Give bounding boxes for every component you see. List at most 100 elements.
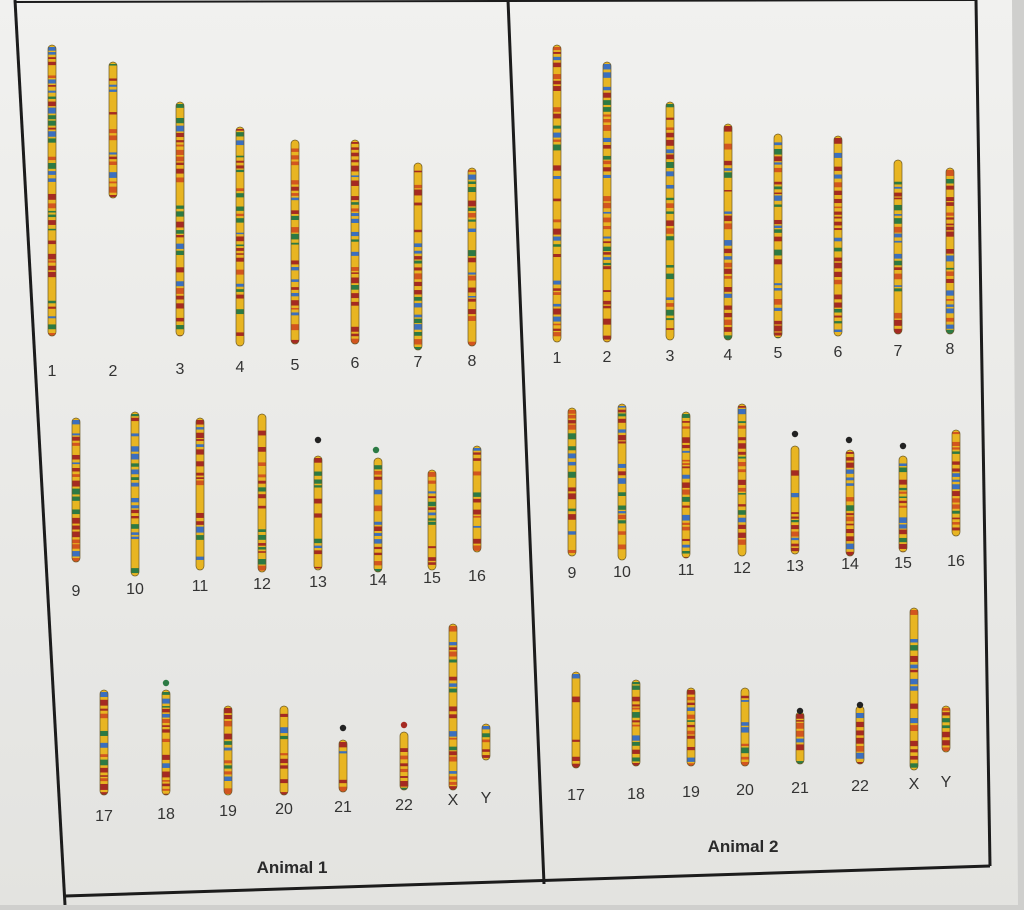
band [72, 442, 80, 446]
band [224, 771, 232, 775]
band [568, 414, 576, 419]
band [176, 230, 184, 234]
band [553, 47, 561, 51]
band [603, 305, 611, 309]
chromosome-label: 18 [627, 786, 645, 803]
band [946, 278, 954, 283]
band [666, 236, 674, 241]
chromosome-outline [833, 135, 843, 337]
band [952, 527, 960, 531]
band [400, 787, 408, 790]
chromosome-6: 6 [833, 135, 843, 361]
band [856, 746, 864, 752]
band [428, 512, 436, 516]
band [894, 226, 902, 233]
band [603, 246, 611, 252]
band [618, 499, 626, 504]
chromosome-19: 19 [219, 705, 237, 820]
band [568, 480, 576, 485]
band [899, 487, 907, 491]
band [846, 551, 854, 556]
band [724, 268, 732, 274]
band [48, 52, 56, 55]
band [280, 718, 288, 724]
band [894, 186, 902, 189]
chromosome-label: 20 [275, 801, 293, 818]
band [952, 479, 960, 482]
band [176, 325, 184, 330]
band [687, 696, 695, 701]
band [603, 119, 611, 123]
band [952, 457, 960, 460]
band [682, 426, 690, 429]
band [291, 227, 299, 233]
band [618, 538, 626, 543]
band [449, 781, 457, 785]
band [741, 712, 749, 719]
chromosome-bands [131, 412, 139, 576]
band [724, 138, 732, 141]
band [568, 501, 576, 505]
band [109, 129, 117, 134]
band [236, 169, 244, 173]
chromosome-bands [196, 418, 204, 570]
band [131, 516, 139, 519]
band [449, 731, 457, 737]
band [568, 522, 576, 529]
band [48, 294, 56, 299]
band [428, 528, 436, 531]
band [791, 454, 799, 459]
band [428, 567, 436, 570]
band [449, 699, 457, 705]
band [314, 538, 322, 544]
band [176, 267, 184, 273]
band [791, 501, 799, 504]
band [351, 231, 359, 237]
chromosome-outline [313, 455, 323, 571]
band [682, 526, 690, 531]
band [791, 486, 799, 490]
band [791, 537, 799, 541]
band [632, 692, 640, 696]
band [291, 260, 299, 265]
band [774, 186, 782, 190]
band [48, 127, 56, 130]
band [603, 174, 611, 179]
band [314, 532, 322, 537]
band [946, 192, 954, 195]
band [414, 170, 422, 173]
band [428, 518, 436, 521]
band [162, 745, 170, 751]
band [449, 663, 457, 667]
band [894, 306, 902, 310]
band [280, 765, 288, 769]
band [724, 248, 732, 254]
band [738, 431, 746, 435]
satellite-dot [400, 721, 408, 729]
band [666, 249, 674, 255]
band [856, 737, 864, 744]
chromosome-outline [941, 705, 951, 753]
band [834, 211, 842, 215]
chromosome-bands [738, 404, 746, 556]
band [603, 145, 611, 149]
chromosome-bands [100, 690, 108, 795]
chromosome-14: 14 [369, 446, 387, 589]
band [100, 749, 108, 753]
band [952, 510, 960, 514]
chromosome-label: 16 [468, 568, 486, 585]
chromosome-body [724, 124, 732, 340]
chromosome-bands [72, 418, 80, 562]
band [946, 217, 954, 220]
band [236, 301, 244, 306]
band [414, 339, 422, 345]
band [428, 546, 436, 549]
band [910, 763, 918, 768]
band [899, 475, 907, 479]
band [468, 296, 476, 298]
band [48, 220, 56, 225]
band [666, 139, 674, 146]
band [473, 503, 481, 507]
band [224, 720, 232, 727]
